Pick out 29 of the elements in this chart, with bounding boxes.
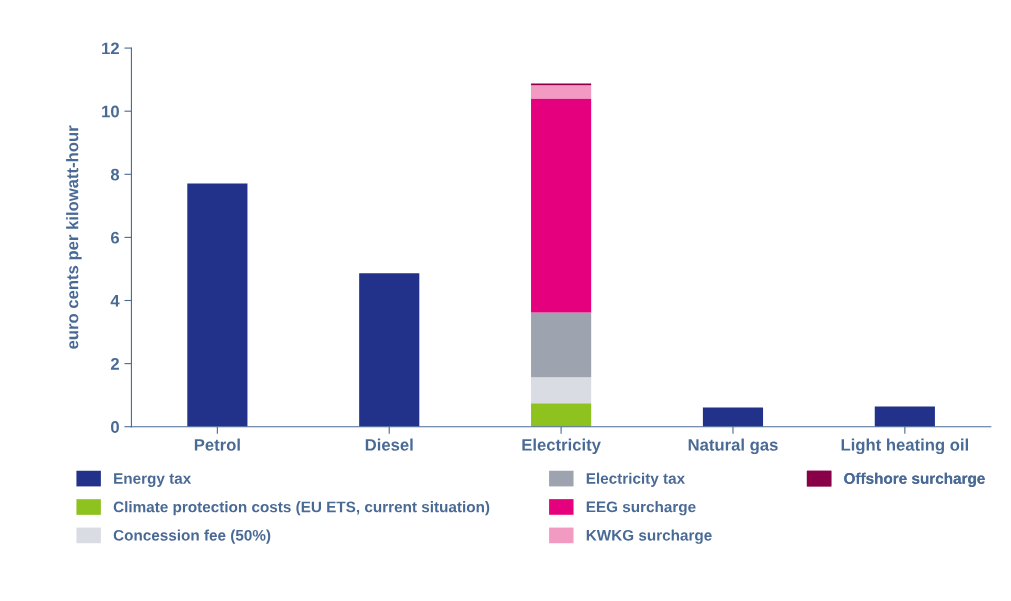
x-tick-label: Natural gas	[688, 438, 778, 455]
y-tick-label: 12	[102, 42, 119, 55]
bar	[531, 85, 592, 99]
y-tick-label: 4	[110, 295, 120, 307]
legend-label: Electricity tax	[586, 472, 685, 487]
bar	[187, 183, 248, 427]
legend-label: EEG surcharge	[586, 501, 696, 516]
bar	[874, 406, 935, 427]
y-tick-label: 8	[110, 168, 120, 181]
x-tick-label: Diesel	[365, 438, 413, 451]
x-tick-label: Electricity	[522, 438, 601, 455]
bar	[531, 377, 592, 404]
legend-label: Offshore surcharge	[844, 472, 985, 487]
x-tick-label: Light heating oil	[841, 438, 969, 455]
y-axis-title: euro cents per kilowatt-hour	[66, 125, 82, 349]
y-tick-label: 0	[111, 421, 119, 433]
legend-label: Climate protection costs (EU ETS, current situation)	[113, 501, 490, 516]
bar	[531, 98, 592, 313]
y-tick-label: 10	[102, 105, 119, 118]
x-tick-label: Petrol	[194, 438, 240, 451]
bar	[702, 407, 764, 427]
y-tick-label: 2	[110, 358, 119, 370]
bar	[531, 403, 592, 427]
bar	[531, 312, 592, 378]
legend-label: Concession fee (50%)	[113, 529, 271, 544]
legend-label: KWKG surcharge	[586, 529, 712, 544]
y-tick-label: 6	[110, 231, 120, 244]
legend-label: Energy tax	[114, 473, 192, 487]
bar	[359, 273, 420, 427]
